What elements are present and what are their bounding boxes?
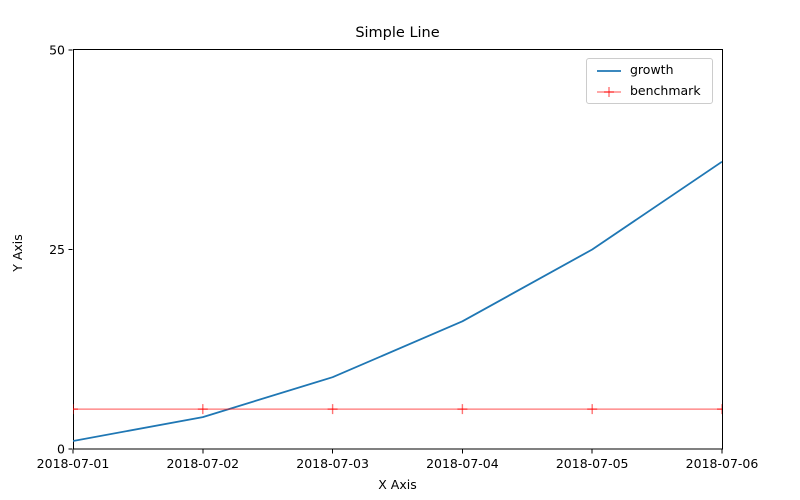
x-tick-label: 2018-07-05: [556, 456, 629, 471]
series-layer: [73, 160, 722, 442]
y-tick-label: 50: [49, 43, 65, 58]
axis-tick-labels: 2018-07-01 2018-07-02 2018-07-03 2018-07-04…: [37, 43, 759, 472]
y-axis-label: Y Axis: [10, 234, 25, 273]
x-tick-label: 2018-07-06: [686, 456, 759, 471]
x-tick-label: 2018-07-04: [426, 456, 499, 471]
marker-plus-benchmark: [73, 404, 78, 415]
x-tick-label: 2018-07-01: [37, 456, 110, 471]
marker-plus-benchmark: [197, 404, 208, 415]
axis-ticks: [68, 49, 723, 454]
legend-sample-line: [597, 69, 621, 72]
legend-label: growth: [630, 62, 674, 78]
legend: growth benchmark: [586, 58, 713, 104]
y-tick-label: 25: [49, 242, 65, 257]
marker-plus-benchmark: [327, 404, 338, 415]
x-tick-label: 2018-07-02: [166, 456, 239, 471]
marker-plus-benchmark: [457, 404, 468, 415]
legend-sample-line: [597, 86, 621, 97]
plot-border: [73, 49, 723, 450]
chart-title: Simple Line: [355, 25, 439, 41]
series-line-growth: [73, 160, 722, 442]
x-tick-label: 2018-07-03: [296, 456, 369, 471]
legend-label: benchmark: [630, 83, 701, 99]
x-axis-label: X Axis: [378, 477, 416, 492]
y-tick-label: 0: [57, 442, 65, 457]
legend-entry-growth: growth: [596, 62, 712, 79]
marker-plus-benchmark: [717, 404, 722, 415]
legend-entry-benchmark: benchmark: [596, 83, 712, 100]
marker-plus-benchmark: [587, 404, 598, 415]
